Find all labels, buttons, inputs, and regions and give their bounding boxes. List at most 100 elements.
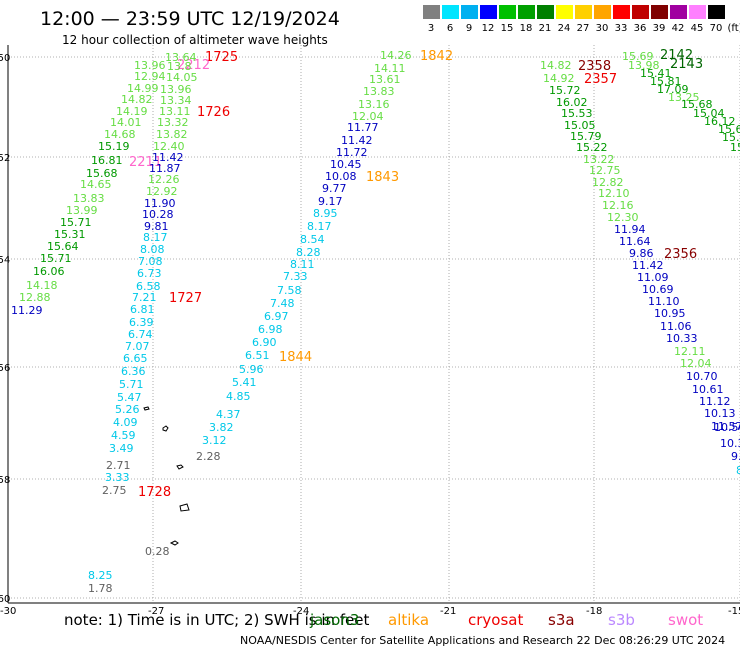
legend-label: 3	[427, 23, 435, 34]
legend-swatch	[537, 5, 554, 19]
lat-label: -52	[0, 153, 10, 164]
credit-line: NOAA/NESDIS Center for Satellite Applica…	[240, 634, 726, 647]
wave-height-obs: 12.30	[607, 211, 639, 224]
legend-swatch	[670, 5, 687, 19]
track-label: 1843	[366, 170, 399, 185]
wave-height-obs: 13.32	[157, 116, 189, 129]
wave-height-obs: 13.16	[358, 98, 390, 111]
legend-swatch	[632, 5, 649, 19]
wave-height-obs: 7.33	[283, 270, 308, 283]
wave-height-obs: 10.45	[330, 158, 362, 171]
wave-height-obs: 15.68	[681, 98, 713, 111]
wave-height-obs: 16.12	[704, 115, 736, 128]
wave-height-obs: 4.37	[216, 408, 241, 421]
wave-height-obs: 12.82	[592, 176, 624, 189]
wave-height-obs: 12.04	[680, 357, 712, 370]
wave-height-obs: 15.68	[86, 167, 118, 180]
satellite-label: altika	[388, 611, 430, 629]
wave-height-obs: 11.06	[660, 320, 692, 333]
wave-height-obs: 2.75	[102, 484, 127, 497]
lat-label: -56	[0, 363, 10, 374]
island-outline	[143, 406, 150, 411]
legend-unit: (ft)	[727, 23, 740, 34]
wave-height-obs: 9.77	[322, 182, 347, 195]
wave-height-obs: 15.79	[570, 130, 602, 143]
wave-height-obs: 7.08	[138, 255, 163, 268]
wave-height-obs: 6.51	[245, 349, 270, 362]
legend-label: 45	[690, 23, 704, 34]
wave-height-obs: 11.42	[152, 151, 184, 164]
wave-height-obs: 7.48	[270, 297, 295, 310]
wave-height-obs: 14.05	[166, 71, 198, 84]
wave-height-obs: 8.28	[296, 246, 321, 259]
lon-label: -24	[293, 606, 309, 617]
lat-label: -50	[0, 53, 10, 64]
legend-label: 18	[519, 23, 533, 34]
legend-label: 9	[465, 23, 473, 34]
wave-height-obs: 13.61	[369, 73, 401, 86]
satellite-label: s3a	[548, 611, 575, 629]
wave-height-obs: 11.42	[632, 259, 664, 272]
wave-height-obs: 16.81	[91, 154, 123, 167]
island-outline	[176, 464, 184, 470]
track-label: 2358	[578, 59, 611, 74]
legend-swatch	[442, 5, 459, 19]
wave-height-obs: 15.05	[564, 119, 596, 132]
wave-height-obs: 10.61	[692, 383, 724, 396]
legend-label: 24	[557, 23, 571, 34]
wave-height-obs: 13.22	[583, 153, 615, 166]
wave-height-obs: 7.07	[125, 340, 150, 353]
wave-height-obs: 15.66	[718, 123, 740, 136]
lat-label: -54	[0, 255, 10, 266]
wave-height-obs: 11.87	[149, 162, 181, 175]
wave-height-obs: 6.58	[136, 280, 161, 293]
wave-height-obs: 12.11	[674, 345, 706, 358]
wave-height-obs: 11.42	[341, 134, 373, 147]
wave-height-obs: 14.65	[80, 178, 112, 191]
wave-height-obs: 14.26	[380, 49, 412, 62]
legend-swatch	[594, 5, 611, 19]
legend-label: 70	[709, 23, 723, 34]
legend-swatch	[689, 5, 706, 19]
wave-height-obs: 6.39	[129, 316, 154, 329]
wave-height-obs: 13.98	[628, 59, 660, 72]
wave-height-obs: 2.71	[106, 459, 131, 472]
wave-height-obs: 6.81	[130, 303, 155, 316]
wave-height-obs: 12.94	[134, 70, 166, 83]
track-label: 1727	[169, 291, 202, 306]
wave-height-obs: 3.82	[209, 421, 234, 434]
wave-height-obs: 12.04	[352, 110, 384, 123]
wave-height-obs: 11.94	[614, 223, 646, 236]
wave-height-obs: 8.25	[88, 569, 113, 582]
wave-height-obs: 15	[730, 141, 740, 154]
legend-swatch	[575, 5, 592, 19]
wave-height-obs: 15.69	[622, 50, 654, 63]
legend-swatch	[708, 5, 725, 19]
wave-height-obs: 15.4	[722, 131, 740, 144]
wave-height-obs: 12.16	[602, 199, 634, 212]
wave-height-obs: 13.34	[160, 94, 192, 107]
wave-height-obs: 15.41	[640, 67, 672, 80]
footer-note: note: 1) Time is in UTC; 2) SWH is in fe…	[64, 611, 370, 629]
wave-height-obs: 10.3	[720, 437, 740, 450]
wave-height-obs: 8.95	[313, 207, 338, 220]
wave-height-obs: 14.82	[121, 93, 153, 106]
satellite-label: jason3	[310, 611, 360, 629]
lon-label: -27	[148, 606, 164, 617]
track-label: 1842	[420, 49, 453, 64]
wave-height-obs: 16.06	[33, 265, 65, 278]
track-label: 1728	[138, 485, 171, 500]
wave-height-obs: 10.95	[654, 307, 686, 320]
legend-swatch	[499, 5, 516, 19]
wave-height-obs: 14.18	[26, 279, 58, 292]
wave-height-obs: 10.08	[325, 170, 357, 183]
wave-height-obs: 15.81	[650, 75, 682, 88]
legend-label: 30	[595, 23, 609, 34]
lon-label: -15	[728, 606, 740, 617]
wave-height-obs: 6.65	[123, 352, 148, 365]
wave-height-obs: 15.22	[576, 141, 608, 154]
wave-height-obs: 14.01	[110, 116, 142, 129]
wave-height-obs: 9.17	[318, 195, 343, 208]
wave-height-obs: 13.11	[159, 105, 191, 118]
